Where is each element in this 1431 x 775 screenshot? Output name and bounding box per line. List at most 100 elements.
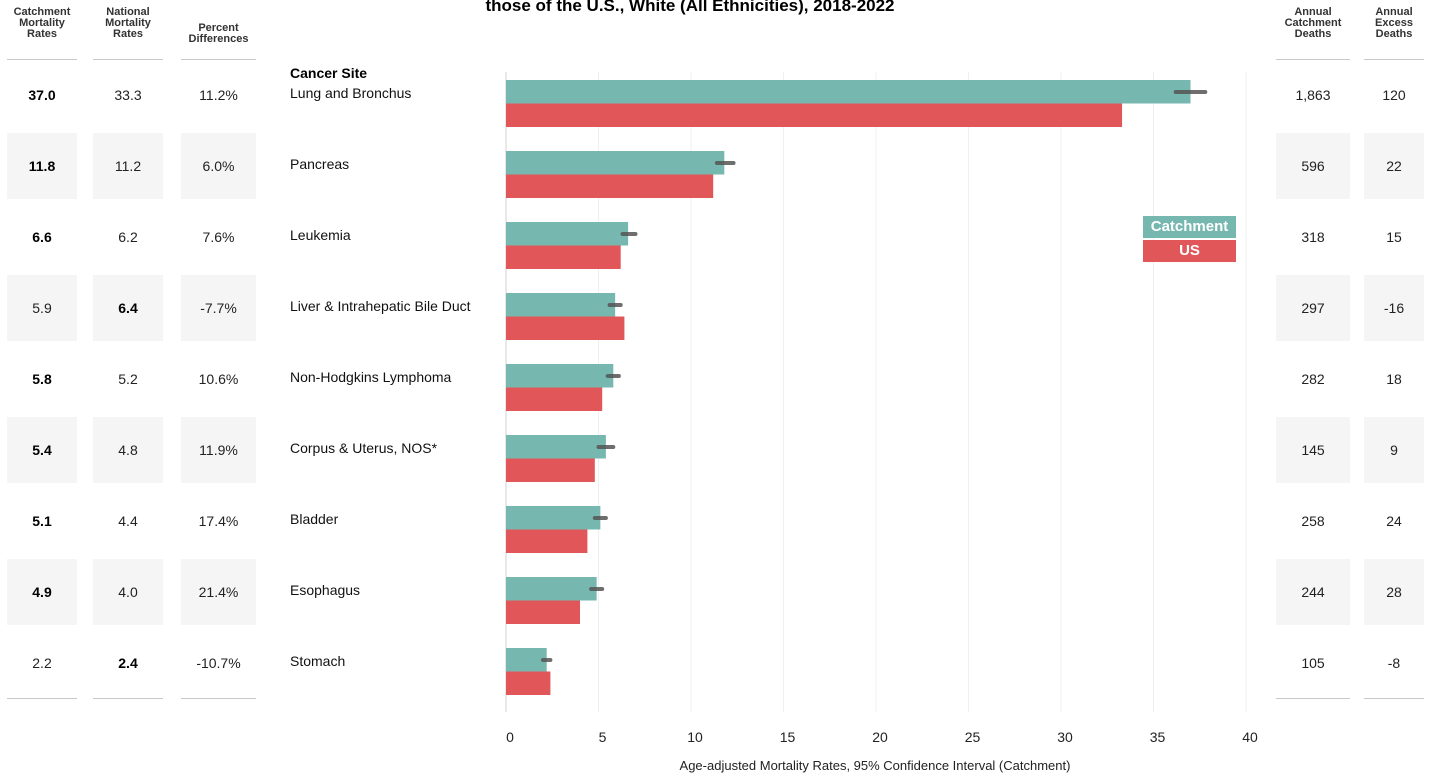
- cancer-site-label: Non-Hodgkins Lymphoma: [290, 369, 452, 385]
- catchment-rate-cell: 5.4: [7, 417, 77, 483]
- x-tick-label: 40: [1242, 729, 1258, 745]
- catchment-bar: [506, 577, 597, 601]
- percent-diff-cell: -7.7%: [181, 275, 256, 341]
- percent-diff-cell: 21.4%: [181, 559, 256, 625]
- legend-us: US: [1143, 240, 1236, 262]
- national-rate-cell: 6.2: [118, 229, 138, 245]
- header-national-rates: National Mortality Rates: [105, 6, 151, 40]
- us-bar: [506, 245, 621, 269]
- excess-deaths-cell: -8: [1387, 655, 1401, 671]
- annual-deaths-cell: 1,863: [1295, 87, 1331, 103]
- catchment-rate-cell: 2.2: [32, 655, 52, 671]
- x-tick-label: 10: [687, 729, 703, 745]
- chart-title: those of the U.S., White (All Ethnicitie…: [485, 0, 895, 15]
- x-tick-label: 15: [780, 729, 796, 745]
- x-tick-label: 0: [506, 729, 514, 745]
- cancer-site-label: Leukemia: [290, 227, 351, 243]
- header-annual-excess-deaths: Annual Excess Deaths: [1375, 6, 1413, 40]
- national-rate-cell: 6.4: [93, 275, 163, 341]
- catchment-rate-cell: 5.1: [32, 513, 52, 529]
- catchment-bar: [506, 80, 1191, 104]
- us-bar: [506, 458, 595, 482]
- catchment-bar: [506, 435, 606, 459]
- cancer-site-label: Liver & Intrahepatic Bile Duct: [290, 298, 471, 314]
- x-axis-label: Age-adjusted Mortality Rates, 95% Confid…: [679, 758, 1071, 773]
- excess-deaths-cell: -16: [1364, 275, 1424, 341]
- excess-deaths-cell: 9: [1364, 417, 1424, 483]
- annual-deaths-cell: 258: [1301, 513, 1325, 529]
- percent-diff-cell: 11.9%: [181, 417, 256, 483]
- header-rule: [1364, 59, 1424, 60]
- x-tick-label: 35: [1150, 729, 1166, 745]
- catchment-rate-cell: 5.8: [32, 371, 52, 387]
- footer-rule: [93, 698, 163, 699]
- percent-diff-cell: 10.6%: [198, 371, 239, 387]
- us-bar: [506, 103, 1123, 127]
- catchment-bar: [506, 151, 725, 175]
- excess-deaths-cell: 15: [1386, 229, 1402, 245]
- annual-deaths-cell: 145: [1276, 417, 1350, 483]
- national-rate-cell: 4.4: [118, 513, 138, 529]
- catchment-bar: [506, 293, 616, 317]
- catchment-rate-cell: 5.9: [7, 275, 77, 341]
- excess-deaths-cell: 22: [1364, 133, 1424, 199]
- header-rule: [93, 59, 163, 60]
- national-rate-cell: 4.0: [93, 559, 163, 625]
- header-rule: [1276, 59, 1350, 60]
- cancer-site-label: Esophagus: [290, 582, 361, 598]
- national-rate-cell: 5.2: [118, 371, 138, 387]
- national-rate-cell: 4.8: [93, 417, 163, 483]
- national-rate-cell: 11.2: [93, 133, 163, 199]
- excess-deaths-cell: 28: [1364, 559, 1424, 625]
- percent-diff-cell: 17.4%: [198, 513, 239, 529]
- header-catchment-rates: Catchment Mortality Rates: [13, 6, 71, 40]
- x-tick-label: 30: [1057, 729, 1073, 745]
- us-bar: [506, 174, 714, 198]
- annual-deaths-cell: 105: [1301, 655, 1325, 671]
- header-percent-differences: Percent Differences: [188, 22, 249, 45]
- cancer-site-label: Corpus & Uterus, NOS*: [290, 440, 438, 456]
- footer-rule: [181, 698, 256, 699]
- annual-deaths-cell: 244: [1276, 559, 1350, 625]
- percent-diff-cell: 11.2%: [199, 87, 238, 103]
- cancer-site-label: Pancreas: [290, 156, 350, 172]
- annual-deaths-cell: 318: [1301, 229, 1325, 245]
- header-rule: [7, 59, 77, 60]
- x-tick-label: 25: [965, 729, 981, 745]
- catchment-bar: [506, 506, 601, 530]
- excess-deaths-cell: 18: [1386, 371, 1402, 387]
- us-bar: [506, 529, 588, 553]
- footer-rule: [1276, 698, 1350, 699]
- footer-rule: [1364, 698, 1424, 699]
- national-rate-cell: 2.4: [118, 655, 138, 671]
- cancer-site-label: Lung and Bronchus: [290, 85, 412, 101]
- excess-deaths-cell: 120: [1382, 87, 1406, 103]
- header-annual-catchment-deaths: Annual Catchment Deaths: [1284, 6, 1342, 40]
- cancer-site-header: Cancer Site: [290, 65, 368, 81]
- catchment-rate-cell: 4.9: [7, 559, 77, 625]
- header-rule: [181, 59, 256, 60]
- cancer-site-label: Stomach: [290, 653, 346, 669]
- x-tick-label: 5: [599, 729, 607, 745]
- catchment-rate-cell: 6.6: [32, 229, 52, 245]
- footer-rule: [7, 698, 77, 699]
- percent-diff-cell: 6.0%: [181, 133, 256, 199]
- us-bar: [506, 316, 625, 340]
- catchment-rate-cell: 11.8: [7, 133, 77, 199]
- us-bar: [506, 600, 580, 624]
- catchment-rate-cell: 37.0: [28, 87, 56, 103]
- percent-diff-cell: -10.7%: [196, 655, 241, 671]
- annual-deaths-cell: 297: [1276, 275, 1350, 341]
- catchment-bar: [506, 648, 547, 672]
- catchment-bar: [506, 222, 629, 246]
- annual-deaths-cell: 282: [1301, 371, 1325, 387]
- us-bar: [506, 671, 551, 695]
- annual-deaths-cell: 596: [1276, 133, 1350, 199]
- legend-catchment: Catchment: [1143, 216, 1236, 238]
- x-tick-label: 20: [872, 729, 888, 745]
- cancer-site-label: Bladder: [290, 511, 339, 527]
- excess-deaths-cell: 24: [1386, 513, 1402, 529]
- catchment-bar: [506, 364, 614, 388]
- national-rate-cell: 33.3: [114, 87, 142, 103]
